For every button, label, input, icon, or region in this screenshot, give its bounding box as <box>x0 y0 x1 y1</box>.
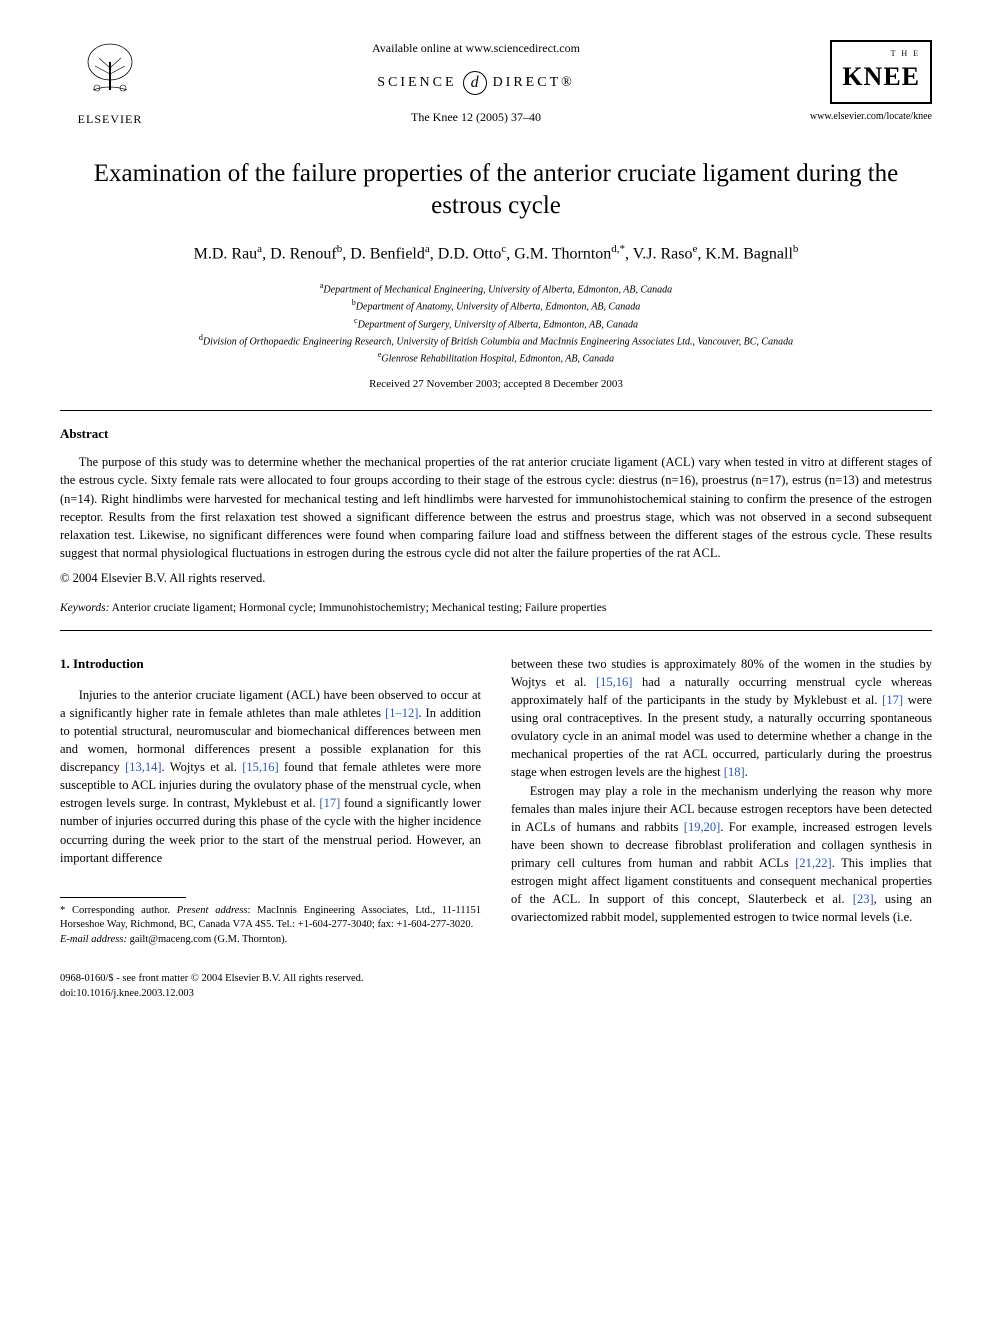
rule-below-keywords <box>60 630 932 631</box>
footnote-present-label: Present address <box>177 905 248 916</box>
ref-link[interactable]: [23] <box>853 892 874 906</box>
sd-circle-icon: d <box>463 71 487 95</box>
page-header: ELSEVIER Available online at www.science… <box>60 40 932 128</box>
ref-link[interactable]: [21,22] <box>795 856 831 870</box>
intro-para-1-left: Injuries to the anterior cruciate ligame… <box>60 686 481 867</box>
sd-text-right: DIRECT® <box>493 73 575 93</box>
rule-above-abstract <box>60 410 932 411</box>
footer-line-1: 0968-0160/$ - see front matter © 2004 El… <box>60 972 932 987</box>
sciencedirect-logo: SCIENCE d DIRECT® <box>180 71 772 95</box>
page-footer: 0968-0160/$ - see front matter © 2004 El… <box>60 972 932 1001</box>
ref-link[interactable]: [15,16] <box>596 675 632 689</box>
abstract-heading: Abstract <box>60 425 932 443</box>
ref-link[interactable]: [19,20] <box>684 820 720 834</box>
keywords-text: Anterior cruciate ligament; Hormonal cyc… <box>109 602 606 614</box>
journal-box-title: KNEE <box>842 59 920 95</box>
affiliation-line: eGlenrose Rehabilitation Hospital, Edmon… <box>60 349 932 366</box>
journal-url: www.elsevier.com/locate/knee <box>792 110 932 124</box>
ref-link[interactable]: [17] <box>882 693 903 707</box>
publisher-logo: ELSEVIER <box>60 40 160 128</box>
affiliation-line: bDepartment of Anatomy, University of Al… <box>60 297 932 314</box>
left-column: 1. Introduction Injuries to the anterior… <box>60 655 481 948</box>
corresponding-author-footnote: * Corresponding author. Present address:… <box>60 904 481 933</box>
publisher-name: ELSEVIER <box>60 111 160 128</box>
intro-para-2: Estrogen may play a role in the mechanis… <box>511 782 932 927</box>
ref-link[interactable]: [15,16] <box>242 760 278 774</box>
email-value: gailt@maceng.com (G.M. Thornton). <box>127 934 287 945</box>
abstract-copyright: © 2004 Elsevier B.V. All rights reserved… <box>60 570 932 588</box>
keywords-label: Keywords: <box>60 602 109 614</box>
affiliation-line: aDepartment of Mechanical Engineering, U… <box>60 280 932 297</box>
ref-link[interactable]: [13,14] <box>125 760 161 774</box>
journal-reference: The Knee 12 (2005) 37–40 <box>180 109 772 126</box>
intro-para-1-right: between these two studies is approximate… <box>511 655 932 782</box>
email-label: E-mail address: <box>60 934 127 945</box>
footer-line-2: doi:10.1016/j.knee.2003.12.003 <box>60 987 932 1002</box>
journal-box: T H E KNEE <box>830 40 932 104</box>
affiliation-line: cDepartment of Surgery, University of Al… <box>60 315 932 332</box>
footnote-corr-label: * Corresponding author. <box>60 905 177 916</box>
keywords-line: Keywords: Anterior cruciate ligament; Ho… <box>60 600 932 616</box>
email-footnote: E-mail address: gailt@maceng.com (G.M. T… <box>60 933 481 948</box>
ref-link[interactable]: [18] <box>724 765 745 779</box>
ref-link[interactable]: [17] <box>319 796 340 810</box>
footnote-rule <box>60 897 186 898</box>
journal-box-the: T H E <box>842 48 920 59</box>
sd-text-left: SCIENCE <box>377 73 456 93</box>
author-list: M.D. Raua, D. Renoufb, D. Benfielda, D.D… <box>60 241 932 266</box>
body-columns: 1. Introduction Injuries to the anterior… <box>60 655 932 948</box>
affiliation-line: dDivision of Orthopaedic Engineering Res… <box>60 332 932 349</box>
article-dates: Received 27 November 2003; accepted 8 De… <box>60 377 932 392</box>
elsevier-tree-icon <box>60 40 160 107</box>
right-column: between these two studies is approximate… <box>511 655 932 948</box>
abstract-text: The purpose of this study was to determi… <box>60 453 932 562</box>
journal-logo-block: T H E KNEE www.elsevier.com/locate/knee <box>792 40 932 124</box>
available-online-text: Available online at www.sciencedirect.co… <box>180 40 772 57</box>
section-1-heading: 1. Introduction <box>60 655 481 674</box>
center-header: Available online at www.sciencedirect.co… <box>160 40 792 126</box>
affiliations: aDepartment of Mechanical Engineering, U… <box>60 280 932 367</box>
article-title: Examination of the failure properties of… <box>60 158 932 223</box>
ref-link[interactable]: [1–12] <box>385 706 418 720</box>
